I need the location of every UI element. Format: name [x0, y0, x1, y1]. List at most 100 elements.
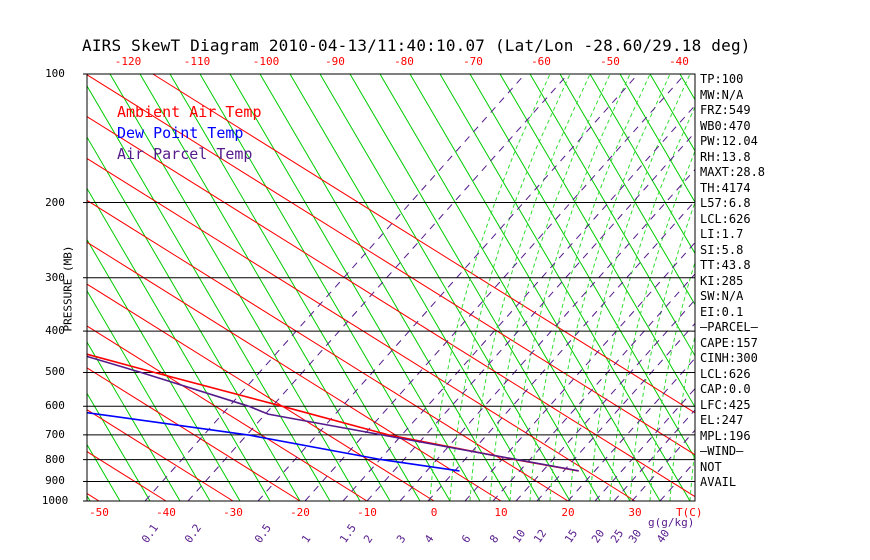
mixing-ratio-line: [515, 299, 695, 501]
pressure-tick-label: 100: [45, 67, 65, 80]
stat-item: MAXT:28.8: [700, 165, 766, 179]
chart-title: AIRS SkewT Diagram 2010-04-13/11:40:10.0…: [82, 36, 751, 55]
bottom-temp-tick-label: 0: [430, 506, 438, 519]
bottom-temp-tick-label: 30: [628, 506, 642, 519]
stat-item: MW:N/A: [700, 87, 744, 102]
dry-adiabat: [259, 74, 511, 501]
stat-item: MPL:196: [700, 428, 751, 443]
top-temp-tick-label: -80: [394, 55, 414, 68]
isotherm: [152, 74, 695, 414]
dry-adiabat: [439, 74, 691, 501]
moist-adiabat: [529, 74, 651, 501]
moist-adiabat: [589, 105, 695, 501]
dry-adiabat: [87, 341, 181, 501]
moist-adiabat: [489, 74, 611, 501]
dry-adiabat: [0, 74, 30, 501]
stat-item: TH:4174: [700, 180, 751, 195]
isotherm: [87, 409, 234, 501]
dry-adiabat: [87, 238, 241, 501]
temp-unit-label: T(C): [676, 506, 703, 519]
stat-item: PW:12.04: [700, 134, 758, 148]
dry-adiabat: [529, 74, 695, 357]
legend-air-parcel: Air Parcel Temp: [117, 145, 253, 163]
moist-adiabat: [469, 74, 591, 501]
dry-adiabat: [559, 74, 695, 306]
moist-adiabat: [549, 74, 671, 501]
mixing-ratio-line: [492, 273, 695, 501]
stat-item: L57:6.8: [700, 196, 751, 210]
moist-adiabat: [649, 260, 695, 501]
dry-adiabat: [409, 74, 661, 501]
isotherm: [87, 199, 569, 501]
pressure-tick-label: 300: [45, 271, 65, 284]
stat-item: SI:5.8: [700, 242, 744, 257]
isotherm: [87, 241, 502, 501]
pressure-tick-label: 400: [45, 324, 65, 337]
stat-item: WB0:470: [700, 118, 751, 133]
top-temp-tick-label: -100: [252, 55, 280, 68]
bottom-temp-tick-label: -50: [89, 506, 109, 519]
dry-adiabat: [469, 74, 695, 460]
isotherm: [87, 367, 301, 501]
stat-item: EL:247: [700, 413, 744, 427]
mixing-ratio-line: [257, 74, 639, 501]
isotherm: [87, 283, 435, 501]
isotherm: [87, 116, 695, 498]
legend-ambient-temp: Ambient Air Temp: [117, 103, 262, 121]
pressure-tick-label: 500: [45, 365, 65, 378]
moist-adiabat: [669, 334, 695, 501]
mixing-ratio-line: [427, 200, 695, 501]
mixing-unit-label: g(g/kg): [648, 516, 695, 529]
isotherm: [87, 74, 695, 456]
dry-adiabat: [289, 74, 541, 501]
stat-item: NOT: [700, 459, 722, 474]
dry-adiabat: [499, 74, 695, 409]
dry-adiabat: [349, 74, 601, 501]
top-temp-tick-label: -110: [183, 55, 211, 68]
isotherm: [0, 74, 32, 501]
dry-adiabat: [800, 74, 870, 501]
pressure-tick-label: 200: [45, 196, 65, 209]
mixing-ratio-line: [342, 104, 695, 501]
stat-item: LFC:425: [700, 397, 751, 412]
moist-adiabat: [429, 74, 551, 501]
bottom-temp-tick-label: 10: [494, 506, 508, 519]
stat-item: AVAIL: [700, 475, 737, 489]
pressure-tick-label: 900: [45, 474, 65, 487]
moist-adiabat: [449, 74, 571, 501]
dry-adiabat: [229, 74, 481, 501]
mixing-ratio-line: [536, 322, 695, 501]
stat-item: EI:0.1: [700, 304, 744, 319]
stat-item: CINH:300: [700, 351, 758, 365]
dry-adiabat: [199, 74, 451, 501]
stat-item: LCL:626: [700, 211, 751, 226]
top-temp-tick-label: -70: [463, 55, 483, 68]
top-temp-tick-label: -120: [114, 55, 142, 68]
stat-item: CAP:0.0: [700, 382, 751, 396]
pressure-tick-label: 1000: [41, 494, 69, 507]
stat-item: FRZ:549: [700, 103, 751, 117]
stat-item: —PARCEL—: [700, 320, 758, 334]
mixing-ratio-line: [464, 241, 695, 501]
top-temp-tick-label: -90: [325, 55, 345, 68]
dry-adiabat: [109, 74, 361, 501]
bottom-temp-tick-label: 20: [561, 506, 575, 519]
stat-item: LCL:626: [700, 366, 751, 381]
isotherm: [87, 157, 636, 501]
stat-item: SW:N/A: [700, 289, 744, 303]
dry-adiabat: [860, 74, 870, 501]
moist-adiabat: [609, 149, 695, 501]
dry-adiabat: [379, 74, 631, 501]
isotherm: [87, 325, 368, 501]
dry-adiabat: [830, 74, 870, 501]
mixing-ratio-line: [399, 168, 695, 501]
mixing-ratio-line: [366, 131, 695, 501]
pressure-tick-label: 600: [45, 399, 65, 412]
mixing-ratio-line: [613, 409, 695, 501]
mixing-ratio-line: [567, 357, 695, 501]
legend-dew-point: Dew Point Temp: [117, 124, 244, 142]
bottom-temp-tick-label: -40: [156, 506, 176, 519]
moist-adiabat: [569, 74, 691, 501]
dew-point-line: [87, 411, 460, 472]
